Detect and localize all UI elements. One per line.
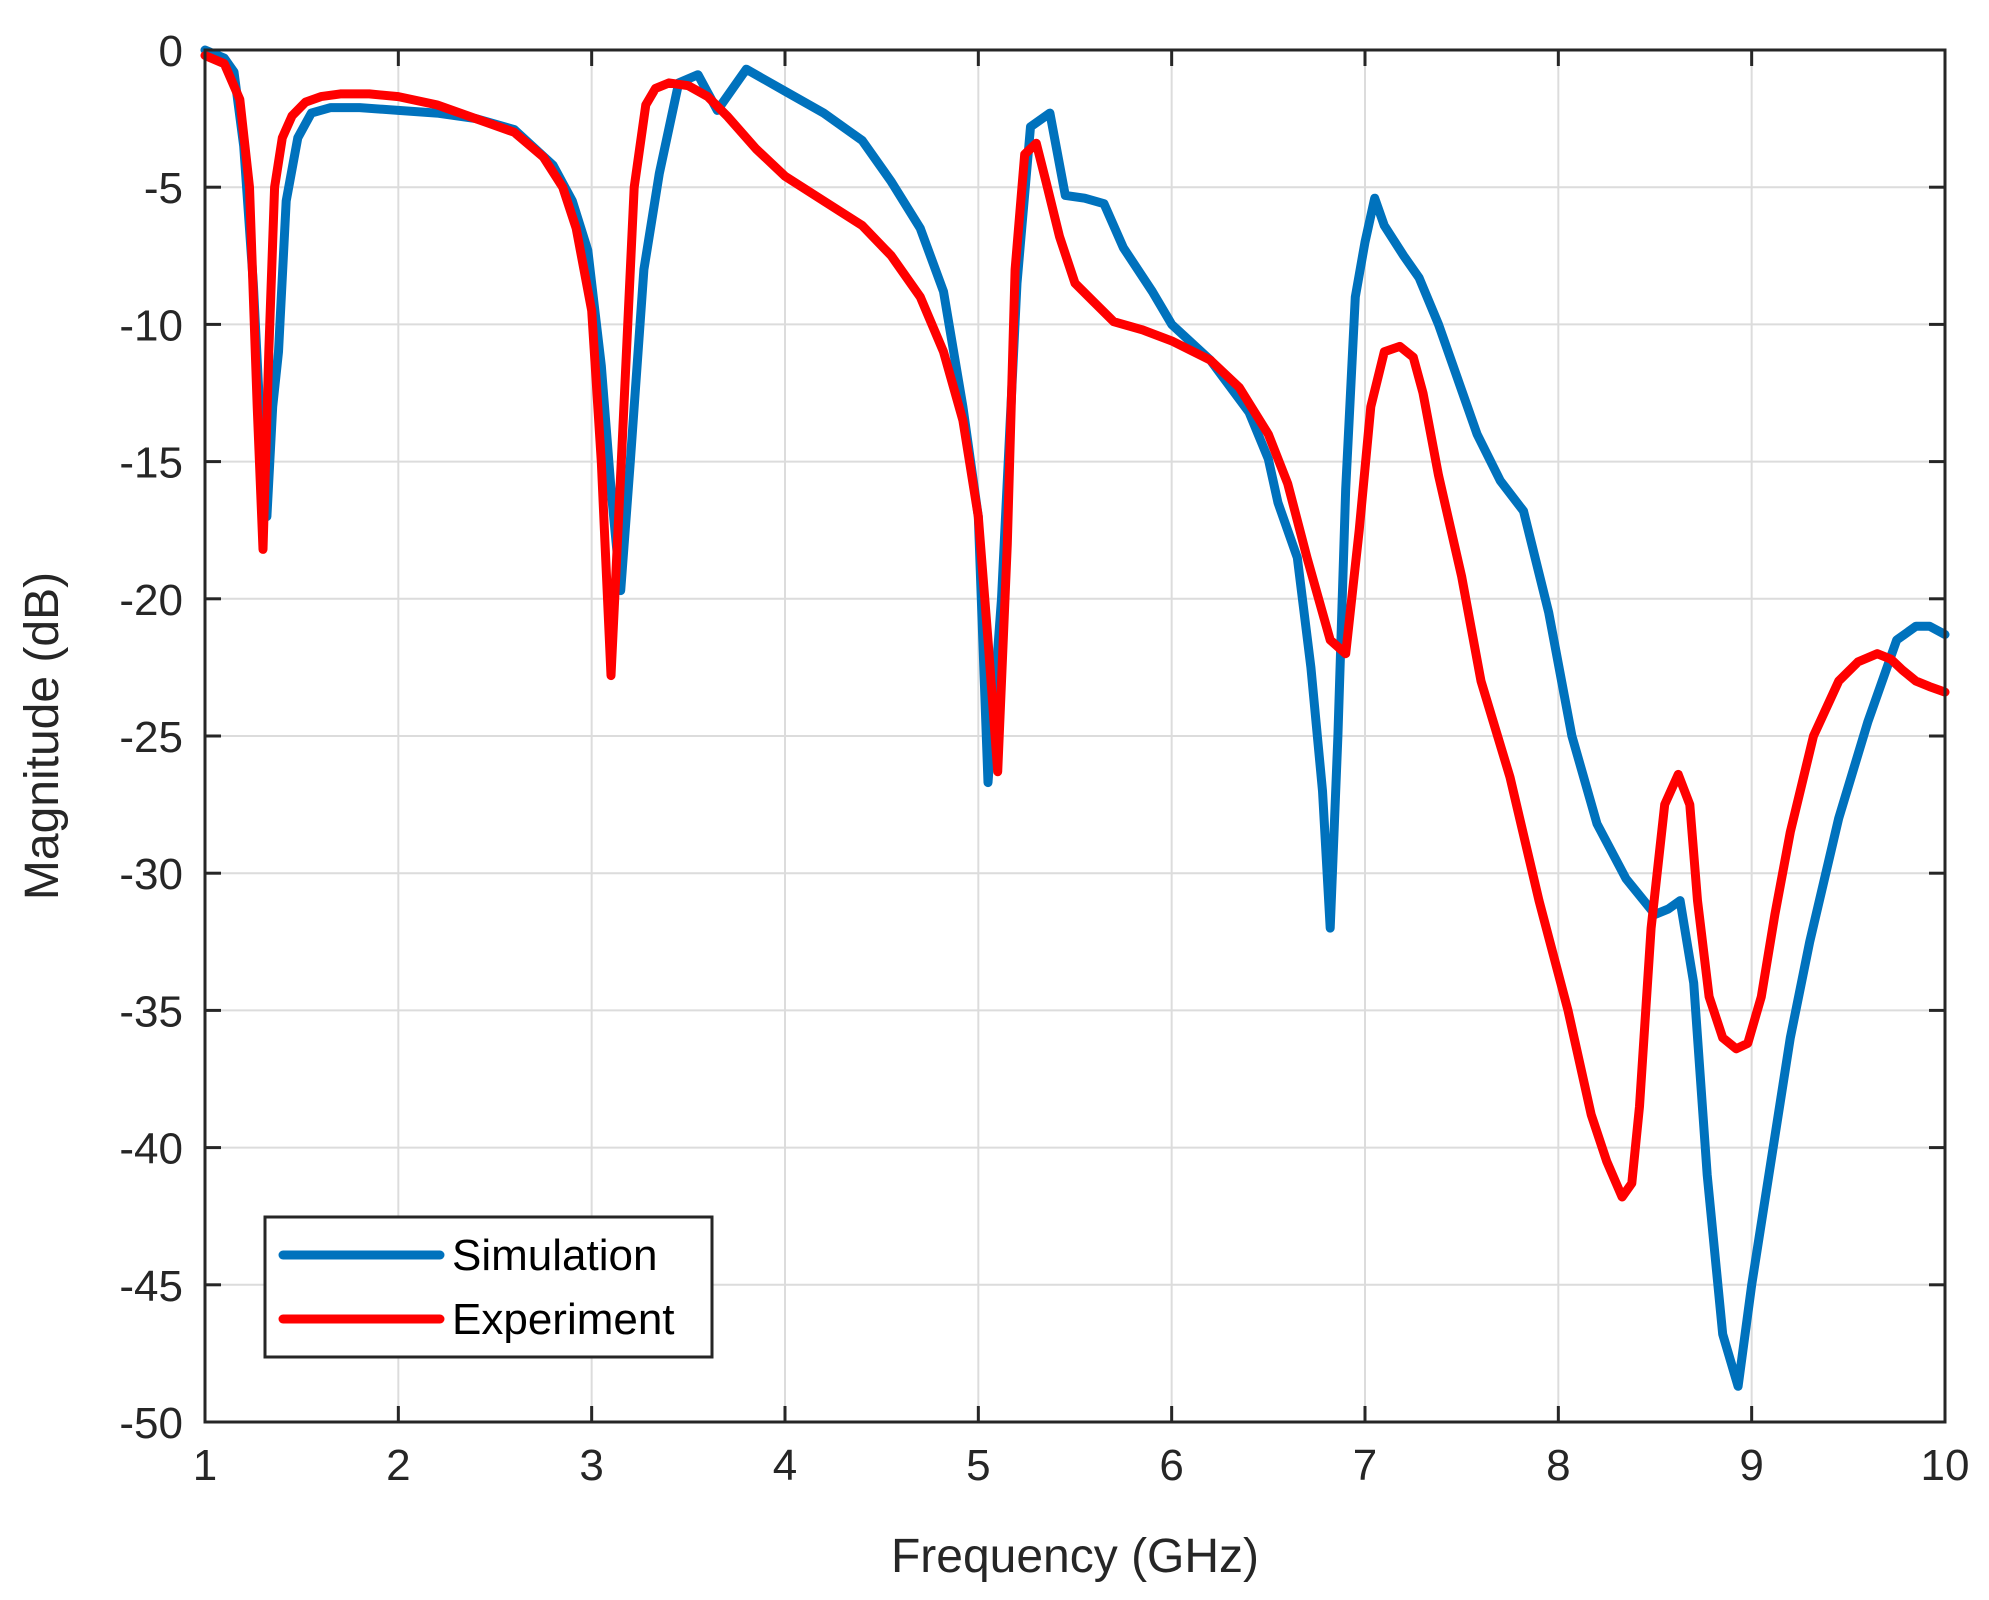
x-tick-label: 8 — [1546, 1441, 1570, 1490]
y-tick-label: -45 — [119, 1262, 183, 1311]
x-tick-label: 4 — [773, 1441, 797, 1490]
y-tick-label: -35 — [119, 987, 183, 1036]
y-tick-label: -5 — [144, 164, 183, 213]
series-line-experiment — [200, 51, 1950, 1202]
x-axis-label: Frequency (GHz) — [891, 1530, 1259, 1583]
y-tick-label: -15 — [119, 439, 183, 488]
x-tick-label: 9 — [1739, 1441, 1763, 1490]
x-tick-label: 10 — [1921, 1441, 1970, 1490]
y-tick-label: -40 — [119, 1125, 183, 1174]
y-tick-label: -10 — [119, 301, 183, 350]
y-tick-label: -30 — [119, 850, 183, 899]
legend: Simulation Experiment — [263, 1215, 714, 1359]
y-axis-label: Magnitude (dB) — [16, 572, 69, 900]
y-tick-label: -50 — [119, 1399, 183, 1448]
x-tick-label: 7 — [1353, 1441, 1377, 1490]
plot-series — [200, 45, 1950, 1391]
x-tick-label: 5 — [966, 1441, 990, 1490]
x-tick-label: 3 — [579, 1441, 603, 1490]
x-tick-label: 1 — [193, 1441, 217, 1490]
series-line-simulation — [200, 45, 1950, 1391]
y-tick-label: 0 — [159, 27, 183, 76]
legend-label-experiment: Experiment — [452, 1295, 675, 1344]
y-tick-label: -20 — [119, 576, 183, 625]
legend-label-simulation: Simulation — [452, 1231, 657, 1280]
legend-box — [263, 1215, 714, 1359]
y-tick-label: -25 — [119, 713, 183, 762]
x-tick-label: 2 — [386, 1441, 410, 1490]
grid — [205, 50, 1945, 1422]
x-tick-label: 6 — [1159, 1441, 1183, 1490]
axis-ticks: 1 2 3 4 5 6 7 8 9 10 0 -5 -10 -15 -20 -25 -30 -35 -40 -45 -5… — [119, 27, 1969, 1490]
